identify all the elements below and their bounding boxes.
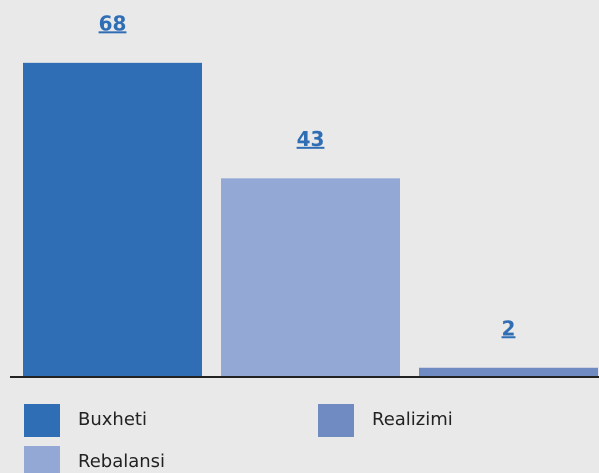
bar [221, 178, 400, 377]
bar [419, 367, 598, 377]
bar [23, 62, 202, 378]
legend-swatch [318, 404, 354, 437]
legend-label: Rebalansi [78, 451, 165, 472]
legend-swatch [24, 446, 60, 473]
legend-label: Buxheti [78, 409, 147, 430]
legend-swatch [24, 404, 60, 437]
data-label: 68 [99, 11, 127, 35]
data-label: 2 [502, 316, 516, 340]
data-label: 43 [297, 127, 325, 151]
legend-label: Realizimi [372, 409, 453, 430]
